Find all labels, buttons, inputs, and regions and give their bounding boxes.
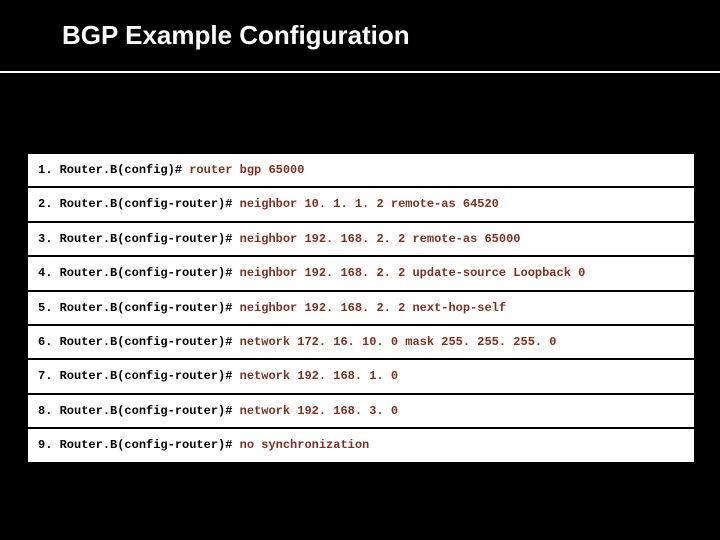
config-row: 4. Router.B(config-router)# neighbor 192…: [28, 257, 694, 291]
cli-prompt: Router.B(config-router)#: [60, 232, 233, 246]
cli-command: network 192. 168. 1. 0: [240, 369, 398, 383]
config-row: 6. Router.B(config-router)# network 172.…: [28, 326, 694, 360]
cli-prompt: Router.B(config-router)#: [60, 335, 233, 349]
line-number: 6.: [38, 335, 52, 349]
cli-prompt: Router.B(config-router)#: [60, 404, 233, 418]
config-row: 5. Router.B(config-router)# neighbor 192…: [28, 292, 694, 326]
line-number: 9.: [38, 438, 52, 452]
title-bar: BGP Example Configuration: [0, 0, 720, 73]
cli-command: neighbor 192. 168. 2. 2 remote-as 65000: [240, 232, 521, 246]
cli-command: neighbor 192. 168. 2. 2 update-source Lo…: [240, 266, 586, 280]
line-number: 3.: [38, 232, 52, 246]
config-row: 2. Router.B(config-router)# neighbor 10.…: [28, 188, 694, 222]
config-row: 1. Router.B(config)# router bgp 65000: [28, 154, 694, 188]
cli-prompt: Router.B(config-router)#: [60, 369, 233, 383]
cli-prompt: Router.B(config-router)#: [60, 197, 233, 211]
line-number: 4.: [38, 266, 52, 280]
cli-command: network 192. 168. 3. 0: [240, 404, 398, 418]
cli-command: neighbor 10. 1. 1. 2 remote-as 64520: [240, 197, 499, 211]
cli-command: router bgp 65000: [189, 163, 304, 177]
config-row: 7. Router.B(config-router)# network 192.…: [28, 360, 694, 394]
cli-prompt: Router.B(config-router)#: [60, 301, 233, 315]
line-number: 1.: [38, 163, 52, 177]
config-row: 8. Router.B(config-router)# network 192.…: [28, 395, 694, 429]
cli-prompt: Router.B(config-router)#: [60, 266, 233, 280]
config-row: 9. Router.B(config-router)# no synchroni…: [28, 429, 694, 461]
cli-prompt: Router.B(config-router)#: [60, 438, 233, 452]
page-title: BGP Example Configuration: [62, 20, 720, 51]
line-number: 7.: [38, 369, 52, 383]
config-box: 1. Router.B(config)# router bgp 650002. …: [26, 152, 696, 464]
cli-command: neighbor 192. 168. 2. 2 next-hop-self: [240, 301, 506, 315]
line-number: 8.: [38, 404, 52, 418]
line-number: 5.: [38, 301, 52, 315]
line-number: 2.: [38, 197, 52, 211]
cli-command: no synchronization: [240, 438, 370, 452]
config-row: 3. Router.B(config-router)# neighbor 192…: [28, 223, 694, 257]
cli-prompt: Router.B(config)#: [60, 163, 182, 177]
cli-command: network 172. 16. 10. 0 mask 255. 255. 25…: [240, 335, 557, 349]
